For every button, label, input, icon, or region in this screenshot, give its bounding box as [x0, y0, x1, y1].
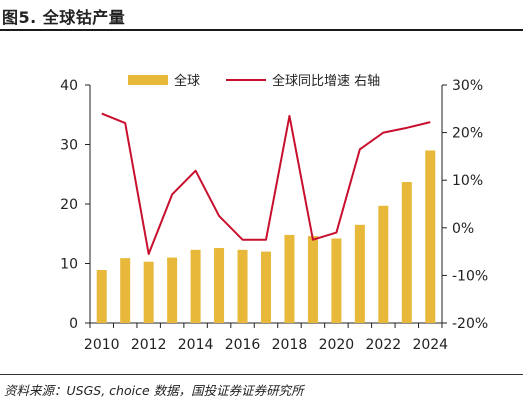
bar-2015	[214, 248, 225, 323]
bar-2017	[261, 251, 271, 323]
bar-2019	[307, 236, 318, 323]
left-tick-label: 30	[60, 138, 78, 154]
source-rule	[0, 374, 523, 375]
source-note: 资料来源：USGS, choice 数据，国投证券证券研究所	[4, 383, 304, 398]
right-tick-label: -10%	[452, 268, 488, 284]
right-tick-label: 30%	[452, 78, 483, 94]
right-tick-label: 0%	[452, 221, 474, 237]
right-tick-label: 20%	[452, 126, 483, 142]
legend-bar-label: 全球	[174, 73, 200, 89]
left-tick-label: 40	[60, 78, 78, 94]
bar-2022	[378, 205, 389, 323]
bar-2013	[167, 257, 178, 323]
bar-2014	[190, 249, 201, 323]
left-tick-label: 20	[60, 197, 78, 213]
figure-title: 图5. 全球钴产量	[2, 8, 126, 27]
bar-2010	[96, 270, 107, 323]
bar-2023	[401, 181, 412, 323]
bar-2012	[143, 261, 154, 323]
bar-2011	[120, 258, 131, 323]
left-tick-label: 0	[69, 316, 78, 332]
x-tick-label: 2010	[84, 337, 120, 353]
x-tick-label: 2016	[225, 337, 261, 353]
left-tick-label: 10	[60, 257, 78, 273]
legend-line-label: 全球同比增速 右轴	[272, 73, 380, 89]
x-tick-label: 2020	[319, 337, 355, 353]
x-tick-label: 2024	[412, 337, 448, 353]
bar-2024	[425, 150, 436, 323]
x-tick-label: 2014	[178, 337, 214, 353]
bar-2020	[331, 238, 342, 323]
right-tick-label: -20%	[452, 316, 488, 332]
x-tick-label: 2022	[366, 337, 402, 353]
bar-2021	[354, 224, 365, 323]
x-tick-label: 2018	[272, 337, 308, 353]
bar-2018	[284, 234, 295, 323]
bar-2016	[237, 249, 248, 323]
legend-bar-swatch	[128, 75, 168, 85]
title-rule	[0, 29, 523, 31]
x-tick-label: 2012	[131, 337, 167, 353]
right-tick-label: 10%	[452, 173, 483, 189]
